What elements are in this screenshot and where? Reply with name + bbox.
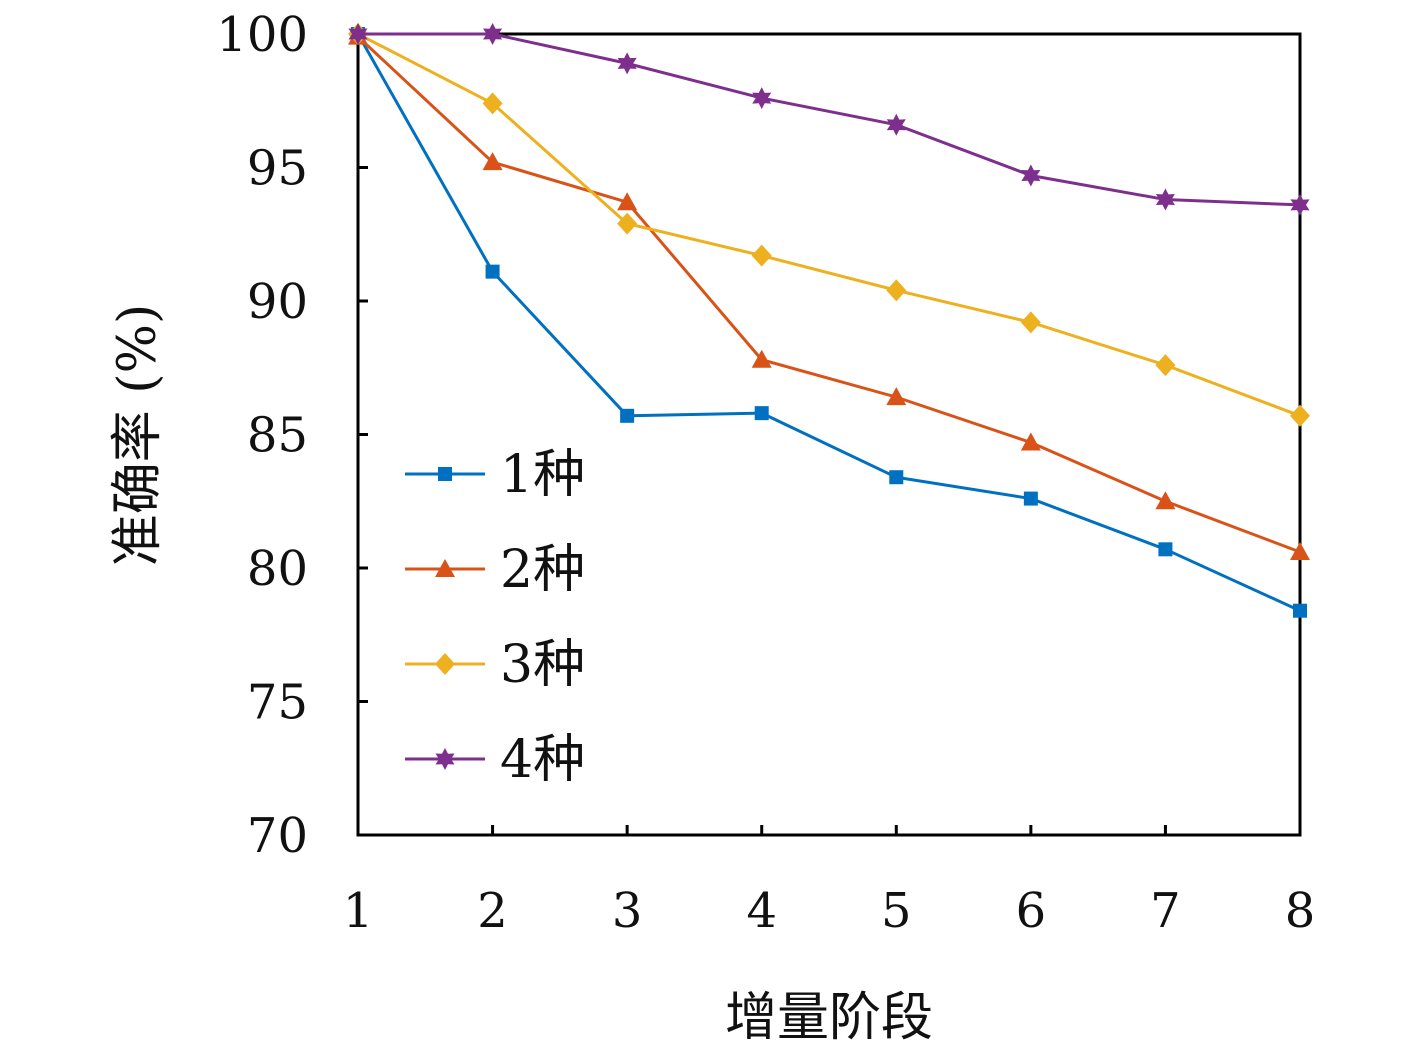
- data-point: [1021, 164, 1041, 187]
- series-line: [357, 32, 1301, 418]
- data-point: [1155, 491, 1176, 510]
- series-1: [351, 27, 1307, 618]
- series-line: [358, 32, 1301, 207]
- data-point: [1290, 404, 1310, 427]
- y-tick-label: 90: [247, 274, 308, 330]
- data-point: [483, 23, 503, 45]
- data-point: [348, 23, 368, 45]
- data-point: [889, 470, 904, 485]
- data-point: [886, 279, 907, 302]
- plot-frame: [356, 32, 1302, 837]
- data-point: [1293, 603, 1307, 618]
- series-2: [348, 26, 1310, 560]
- y-tick-label: 75: [247, 675, 308, 731]
- y-tick-label: 85: [247, 408, 308, 464]
- legend-marker: [435, 653, 455, 675]
- data-point: [1155, 188, 1175, 211]
- data-point: [751, 244, 772, 267]
- data-point: [752, 87, 772, 110]
- data-point: [1020, 311, 1041, 334]
- y-axis-title: 准确率 (%): [108, 304, 168, 567]
- y-tick-label: 70: [247, 808, 308, 864]
- axis-ticks: 1 2 3 4 5 6 7 8 70 75 80 85 90 95 100: [216, 7, 1315, 939]
- x-tick-label: 8: [1285, 883, 1316, 939]
- legend-marker: [435, 748, 455, 770]
- legend-label: 4种: [500, 730, 585, 790]
- series-line: [356, 33, 1301, 613]
- data-point: [482, 92, 503, 115]
- data-point: [886, 113, 906, 136]
- legend-item: 3种: [405, 635, 585, 695]
- data-point: [1158, 542, 1173, 557]
- data-point: [620, 408, 635, 423]
- data-point: [1155, 354, 1176, 377]
- data-point: [886, 387, 907, 406]
- series-4: [348, 23, 1310, 216]
- legend-item: 4种: [405, 730, 585, 790]
- data-point: [1020, 432, 1041, 451]
- x-tick-label: 2: [477, 883, 508, 939]
- y-tick-label: 100: [216, 7, 308, 63]
- legend-marker: [438, 467, 452, 481]
- series-3: [348, 23, 1310, 427]
- data-point: [482, 152, 503, 171]
- legend: 1种 2种 3种 4种: [405, 445, 585, 790]
- x-tick-label: 5: [881, 883, 912, 939]
- x-tick-label: 4: [746, 883, 777, 939]
- legend-label: 2种: [500, 540, 585, 600]
- data-point: [751, 349, 772, 368]
- data-point: [754, 406, 769, 421]
- x-axis-title: 增量阶段: [725, 988, 933, 1048]
- x-tick-label: 6: [1016, 883, 1047, 939]
- x-tick-label: 3: [612, 883, 643, 939]
- data-point: [617, 212, 638, 235]
- x-tick-label: 7: [1150, 883, 1181, 939]
- series-layer: [348, 23, 1310, 618]
- data-point: [1290, 541, 1310, 560]
- legend-label: 1种: [500, 445, 585, 505]
- legend-item: 1种: [405, 445, 585, 505]
- legend-label: 3种: [500, 635, 585, 695]
- series-line: [356, 35, 1301, 554]
- y-tick-label: 95: [247, 141, 308, 197]
- y-tick-label: 80: [247, 541, 308, 597]
- data-point: [1023, 491, 1038, 506]
- data-point: [1290, 193, 1310, 216]
- legend-marker: [435, 559, 455, 577]
- data-point: [617, 52, 637, 75]
- legend-item: 2种: [405, 540, 585, 600]
- data-point: [617, 192, 638, 211]
- data-point: [485, 264, 500, 279]
- x-tick-label: 1: [343, 883, 374, 939]
